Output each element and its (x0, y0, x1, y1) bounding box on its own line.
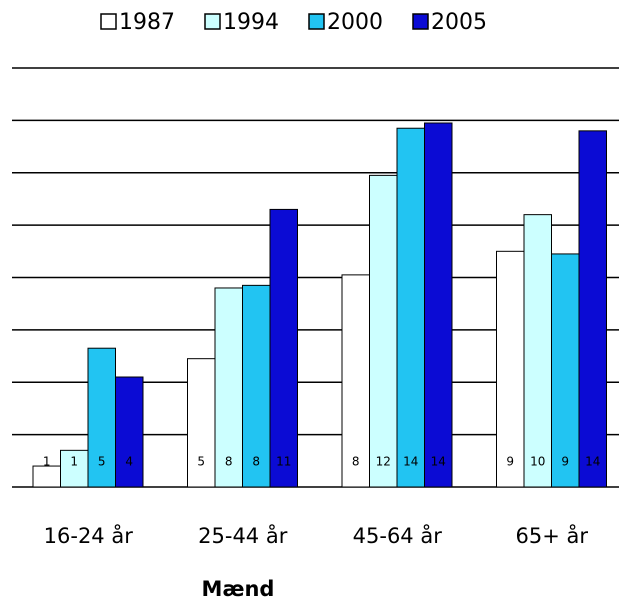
value-label: 5 (98, 455, 106, 469)
value-label: 8 (352, 455, 360, 469)
legend-label: 1994 (223, 10, 279, 35)
value-label: 9 (561, 455, 569, 469)
value-label: 11 (276, 455, 291, 469)
value-label: 9 (506, 455, 514, 469)
legend-swatch (100, 13, 117, 30)
value-label: 10 (530, 455, 545, 469)
value-label: 8 (252, 455, 260, 469)
bar (396, 127, 425, 488)
value-label: 12 (376, 455, 391, 469)
bar (496, 250, 525, 488)
value-label: 14 (403, 455, 418, 469)
value-label: 5 (197, 455, 205, 469)
bar (115, 376, 144, 488)
bar (242, 284, 271, 488)
bar (578, 130, 607, 488)
legend-label: 1987 (119, 10, 175, 35)
x-tick-label: 16-24 år (44, 523, 134, 548)
bar (341, 274, 370, 488)
value-label: 8 (225, 455, 233, 469)
bar (32, 465, 61, 488)
bar (369, 174, 398, 488)
x-tick-label: 65+ år (516, 523, 589, 548)
bar (523, 214, 552, 488)
value-label: 1 (70, 455, 78, 469)
bar (87, 347, 116, 488)
legend-swatch (412, 13, 429, 30)
x-axis-title: Mænd (202, 577, 275, 601)
bar (187, 358, 216, 488)
x-tick-label: 25-44 år (198, 523, 288, 548)
bar (214, 287, 243, 488)
legend: 1987 1994 2000 2005 (100, 10, 487, 35)
value-label: 14 (585, 455, 600, 469)
legend-swatch (308, 13, 325, 30)
legend-swatch (204, 13, 221, 30)
bar (424, 122, 453, 488)
bar (269, 208, 298, 488)
value-label: 4 (125, 455, 133, 469)
bar (551, 253, 580, 488)
value-label: 14 (431, 455, 446, 469)
x-tick-label: 45-64 år (353, 523, 443, 548)
legend-label: 2000 (327, 10, 383, 35)
legend-label: 2005 (431, 10, 487, 35)
value-label: 1 (43, 455, 51, 469)
